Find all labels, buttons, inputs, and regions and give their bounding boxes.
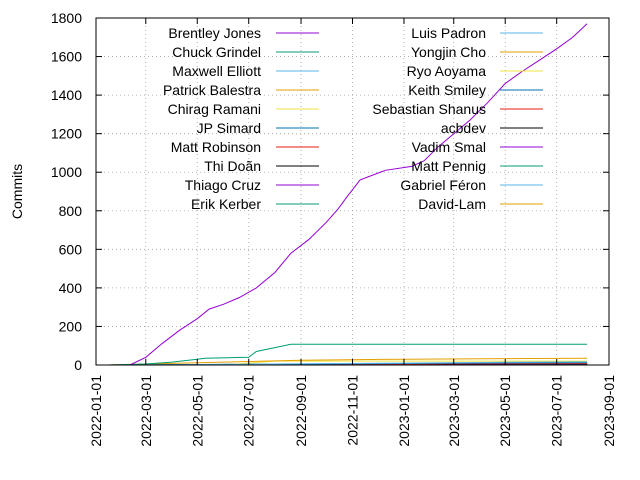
- legend-label: Thiago Cruz: [185, 177, 261, 193]
- x-tick-label: 2022-09-01: [293, 375, 309, 447]
- legend-label: Matt Pennig: [411, 158, 486, 174]
- y-tick-label: 200: [59, 318, 83, 334]
- legend-label: acbdev: [441, 120, 486, 136]
- x-tick-label: 2022-01-01: [88, 375, 104, 447]
- x-tick-label: 2022-05-01: [189, 375, 205, 447]
- y-tick-label: 0: [74, 357, 82, 373]
- x-tick-label: 2023-07-01: [549, 375, 565, 447]
- x-tick-label: 2022-11-01: [345, 375, 361, 446]
- legend-entry: Matt Robinson: [171, 139, 319, 155]
- legend-entry: Maxwell Elliott: [172, 63, 319, 79]
- legend-label: Keith Smiley: [408, 82, 486, 98]
- legend-entry: Sebastian Shanus: [372, 101, 543, 117]
- legend-label: JP Simard: [197, 120, 261, 136]
- legend-entry: Chuck Grindel: [172, 44, 319, 60]
- y-axis: 0 200 400 600 800 1000 1200 1400 1600 1800: [51, 10, 609, 373]
- legend-label: Thi Doãn: [204, 158, 261, 174]
- legend-entry: Keith Smiley: [408, 82, 543, 98]
- legend-label: Luis Padron: [411, 25, 486, 41]
- x-axis: 2022-01-01 2022-03-01 2022-05-01 2022-07-01…: [88, 18, 617, 447]
- series-line: [129, 23, 588, 366]
- legend-entry: JP Simard: [197, 120, 319, 136]
- legend-entry: Thiago Cruz: [185, 177, 319, 193]
- legend: Brentley Jones Chuck Grindel Maxwell Ellio…: [163, 25, 543, 212]
- legend-label: Erik Kerber: [191, 196, 261, 212]
- y-tick-label: 400: [59, 280, 83, 296]
- legend-label: Matt Robinson: [171, 139, 261, 155]
- x-tick-label: 2023-05-01: [497, 375, 513, 447]
- legend-entry: acbdev: [441, 120, 543, 136]
- legend-entry: Chirag Ramani: [168, 101, 319, 117]
- legend-entry: Luis Padron: [411, 25, 543, 41]
- grid-lines: [95, 18, 610, 365]
- y-tick-label: 800: [59, 203, 83, 219]
- legend-label: Maxwell Elliott: [172, 63, 261, 79]
- legend-entry: Thi Doãn: [204, 158, 319, 174]
- y-tick-label: 1400: [51, 87, 82, 103]
- legend-entry: Gabriel Féron: [400, 177, 543, 193]
- x-tick-label: 2022-03-01: [138, 375, 154, 447]
- legend-label: Chuck Grindel: [172, 44, 261, 60]
- legend-label: Patrick Balestra: [163, 82, 261, 98]
- series-line: [107, 343, 588, 366]
- legend-label: Chirag Ramani: [168, 101, 261, 117]
- legend-entry: Vadim Smal: [412, 139, 543, 155]
- x-tick-label: 2022-07-01: [241, 375, 257, 447]
- y-axis-title: Commits: [9, 164, 25, 219]
- legend-entry: Matt Pennig: [411, 158, 543, 174]
- x-tick-label: 2023-01-01: [396, 375, 412, 447]
- legend-entry: Erik Kerber: [191, 196, 319, 212]
- legend-entry: Ryo Aoyama: [407, 63, 543, 79]
- y-tick-label: 1000: [51, 164, 82, 180]
- legend-label: Brentley Jones: [168, 25, 261, 41]
- legend-label: Yongjin Cho: [411, 44, 486, 60]
- x-tick-label: 2023-03-01: [446, 375, 462, 447]
- legend-entry: David-Lam: [418, 196, 543, 212]
- legend-label: Sebastian Shanus: [372, 101, 486, 117]
- y-tick-label: 600: [59, 241, 83, 257]
- legend-entry: Yongjin Cho: [411, 44, 543, 60]
- x-tick-label: 2023-09-01: [601, 375, 617, 447]
- legend-label: Vadim Smal: [412, 139, 486, 155]
- legend-label: David-Lam: [418, 196, 486, 212]
- legend-entry: Patrick Balestra: [163, 82, 319, 98]
- y-tick-label: 1200: [51, 126, 82, 142]
- legend-label: Ryo Aoyama: [407, 63, 487, 79]
- legend-entry: Brentley Jones: [168, 25, 319, 41]
- legend-label: Gabriel Féron: [400, 177, 486, 193]
- y-tick-label: 1600: [51, 49, 82, 65]
- y-tick-label: 1800: [51, 10, 82, 26]
